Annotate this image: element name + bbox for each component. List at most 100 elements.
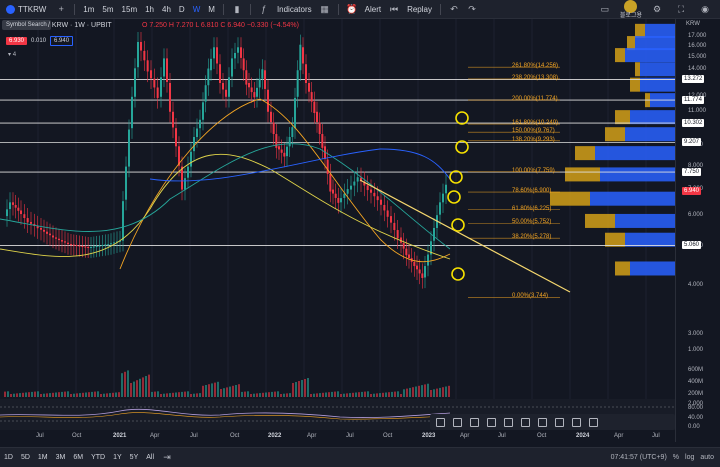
price-axis[interactable]: KRW 17.000 16.000 15.000 14.000 12.000 11.000… — [675, 19, 720, 442]
candle-body — [222, 83, 224, 90]
camera-icon[interactable]: ◉ — [701, 3, 709, 14]
pattern-tool-icon[interactable] — [470, 417, 479, 427]
candle-body — [321, 134, 324, 148]
price-tick: 8.000 — [688, 162, 704, 169]
percent-toggle[interactable]: % — [672, 454, 680, 461]
interval-1m[interactable]: 1m — [83, 4, 95, 14]
channel-tool-icon[interactable] — [453, 417, 462, 427]
interval-d[interactable]: D — [178, 4, 185, 14]
candle-body — [329, 173, 332, 192]
path-tool-icon[interactable] — [504, 417, 513, 427]
fib-level-label: 200.00%(11.774) — [512, 96, 558, 103]
volume-bar — [145, 376, 147, 397]
volume-bar — [274, 391, 276, 397]
time-tick: Oct — [72, 433, 82, 439]
arrow-tool-icon[interactable] — [487, 417, 496, 427]
candle-body — [190, 151, 192, 167]
link-tool-icon[interactable] — [555, 417, 564, 427]
interval-1h[interactable]: 1h — [145, 4, 155, 14]
trend-line[interactable] — [359, 179, 571, 293]
volume-bar — [298, 381, 300, 397]
volume-bar — [364, 391, 366, 397]
range-1m[interactable]: 1M — [37, 454, 48, 461]
sell-price[interactable]: 6.930 — [6, 37, 28, 45]
range-5d[interactable]: 5D — [20, 454, 30, 461]
ohlc-values: O 7.250 H 7.270 L 6.810 C 6.940 −0.330 (… — [142, 22, 299, 29]
interval-m[interactable]: M — [208, 4, 215, 14]
volume-bar — [376, 393, 378, 397]
volume-bar — [331, 391, 333, 397]
candle-body — [36, 225, 39, 229]
range-ytd[interactable]: YTD — [91, 454, 106, 461]
range-1d[interactable]: 1D — [4, 454, 13, 461]
templates-icon[interactable]: ▦ — [320, 3, 329, 14]
candle-body — [353, 181, 356, 186]
brush-tool-icon[interactable] — [521, 417, 530, 427]
symbol-button[interactable]: TTKRW — [0, 0, 52, 19]
goto-date-icon[interactable]: ⇥ — [163, 452, 171, 462]
lock-tool-icon[interactable] — [572, 417, 581, 427]
volume-bar — [415, 386, 417, 397]
volume-bar — [322, 392, 324, 397]
vp-bar-down — [605, 232, 625, 247]
candle-body — [122, 201, 124, 241]
volume-bar — [214, 382, 216, 397]
redo-icon[interactable]: ↷ — [468, 3, 476, 14]
price-tick: 6.000 — [688, 212, 704, 219]
auto-toggle[interactable]: auto — [700, 454, 714, 461]
candle-body — [204, 85, 207, 102]
fib-retracement — [468, 66, 560, 298]
candle-body — [225, 89, 227, 97]
range-all[interactable]: All — [146, 454, 155, 461]
range-1y[interactable]: 1Y — [113, 454, 122, 461]
time-axis[interactable]: Jul Oct 2021 Apr Jul Oct 2022 Apr Jul Oct 2023 Apr J… — [0, 430, 675, 442]
drawing-toolbar — [430, 414, 675, 430]
indicators-button[interactable]: Indicators — [276, 4, 312, 14]
range-6m[interactable]: 6M — [73, 454, 84, 461]
interval-4h[interactable]: 4h — [162, 4, 171, 14]
volume-bar — [232, 385, 234, 397]
interval-5m[interactable]: 5m — [102, 4, 114, 14]
trash-tool-icon[interactable] — [589, 417, 598, 427]
avatar[interactable] — [624, 0, 638, 13]
bottom-toolbar: 1D 5D 1M 3M 6M YTD 1Y 5Y All ⇥ 07:41:57 … — [0, 447, 720, 467]
interval-15m[interactable]: 15m — [121, 4, 138, 14]
add-symbol-icon[interactable]: + — [58, 4, 64, 14]
settings-icon[interactable]: ⚙ — [652, 3, 662, 14]
candle-body — [413, 261, 416, 267]
fib-level-label: 61.80%(6.225) — [512, 205, 552, 212]
volume-bar — [202, 385, 204, 397]
buy-price[interactable]: 6.940 — [50, 36, 74, 46]
price-chart[interactable] — [0, 19, 675, 430]
range-3m[interactable]: 3M — [55, 454, 66, 461]
alert-button[interactable]: Alert — [364, 4, 382, 14]
volume-bar — [442, 387, 444, 397]
price-badge: 7.750 — [682, 168, 702, 177]
undo-icon[interactable]: ↶ — [450, 3, 458, 14]
volume-bar — [307, 378, 309, 397]
replay-button[interactable]: Replay — [407, 4, 432, 14]
volume-bar — [352, 392, 354, 397]
volume-bar — [88, 392, 90, 397]
range-5y[interactable]: 5Y — [129, 454, 139, 461]
eraser-tool-icon[interactable] — [538, 417, 547, 427]
fib-tool-icon[interactable] — [436, 417, 445, 427]
volume-bar — [37, 391, 39, 397]
time-tick: Oct — [537, 433, 547, 439]
divider — [439, 3, 441, 15]
horizontal-lines — [0, 79, 675, 246]
candle-body — [275, 134, 278, 148]
candle-body — [70, 244, 72, 246]
fullscreen-icon[interactable]: ⛶ — [677, 3, 685, 14]
interval-w[interactable]: W — [192, 4, 201, 14]
user-area[interactable]: 블로그용 — [620, 0, 642, 19]
indicator-count[interactable]: ▾ 4 — [8, 52, 17, 58]
fib-level-label: 0.00%(3.744) — [512, 293, 549, 300]
moving-average-line — [0, 143, 451, 250]
candle-body — [64, 241, 66, 243]
candle-body — [326, 159, 329, 174]
layout-icon[interactable]: ▭ — [600, 3, 610, 14]
candle-chart-icon[interactable]: ▮ — [234, 3, 240, 14]
log-toggle[interactable]: log — [685, 454, 695, 461]
candle-body — [55, 237, 57, 239]
